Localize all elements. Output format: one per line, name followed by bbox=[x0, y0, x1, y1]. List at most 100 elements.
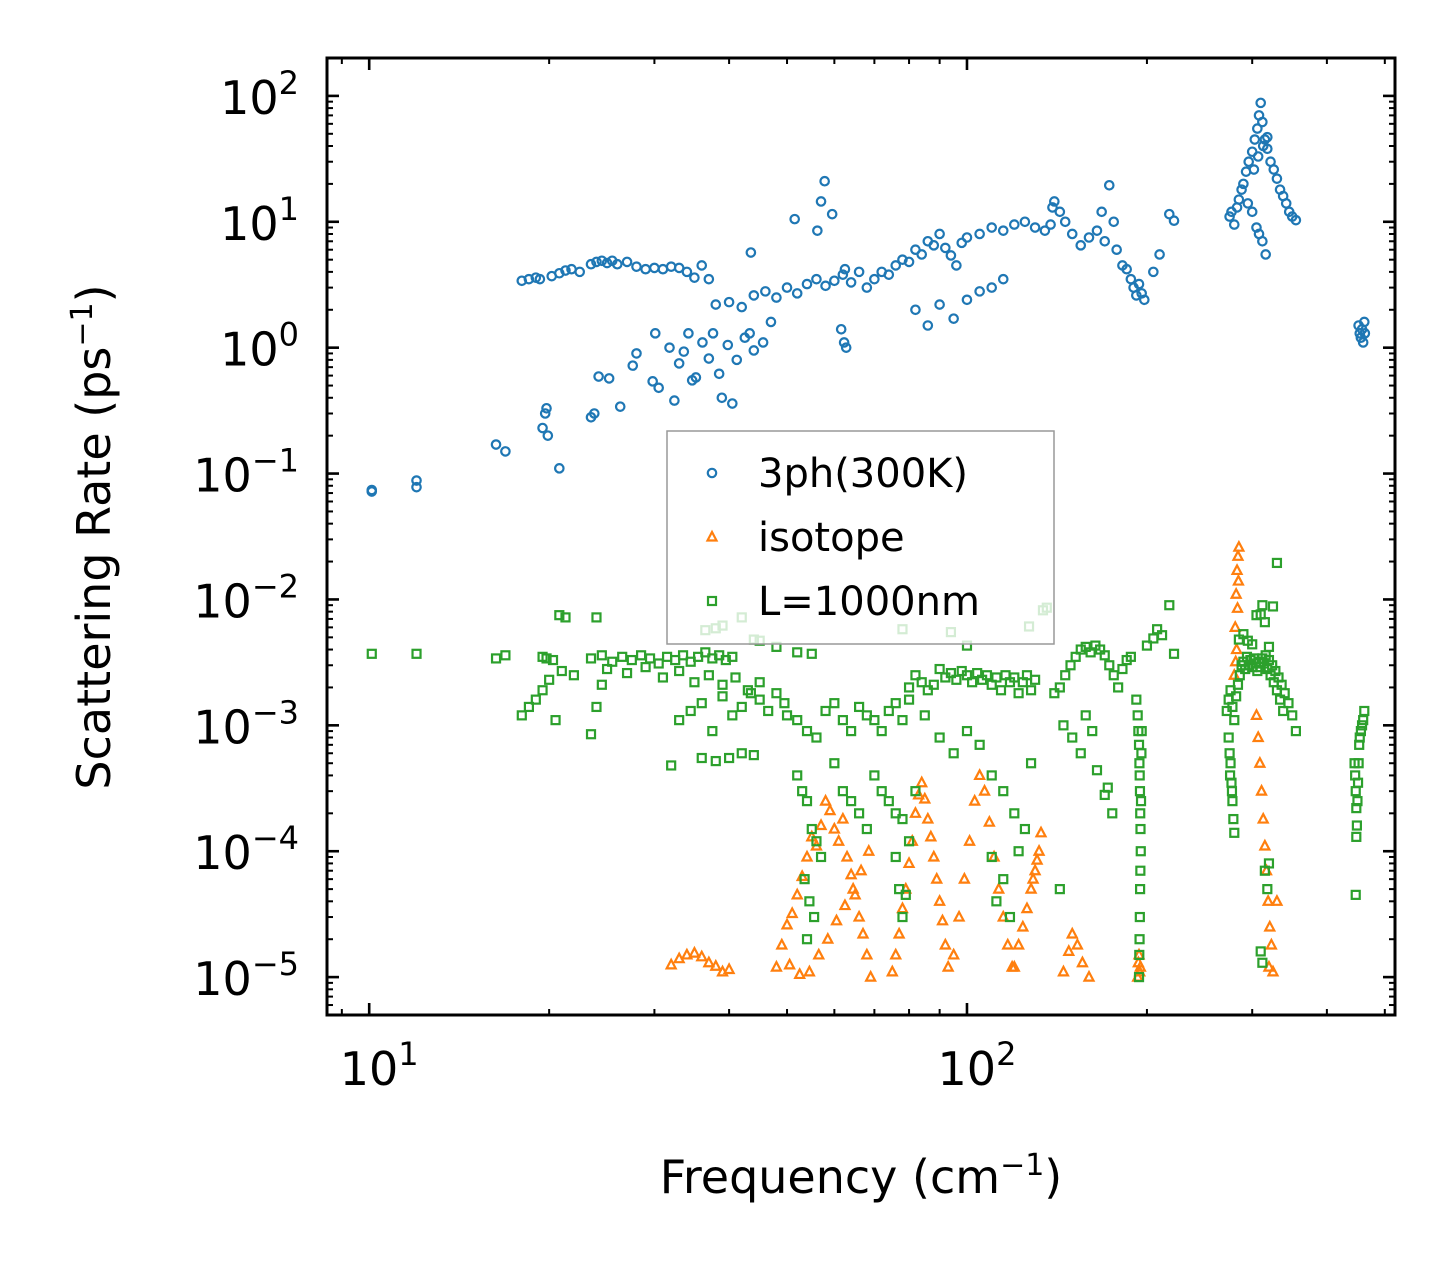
data-point bbox=[1257, 235, 1268, 247]
data-point bbox=[1148, 266, 1159, 278]
data-point bbox=[585, 729, 597, 740]
data-point bbox=[1228, 620, 1242, 632]
data-point bbox=[534, 273, 546, 285]
data-point bbox=[832, 833, 845, 846]
data-point bbox=[973, 768, 986, 781]
data-point bbox=[537, 422, 548, 434]
data-point bbox=[837, 715, 848, 726]
data-point bbox=[820, 280, 831, 292]
data-point bbox=[722, 339, 734, 351]
data-point bbox=[748, 290, 760, 301]
data-point bbox=[1290, 214, 1302, 226]
data-point bbox=[490, 653, 502, 664]
data-point bbox=[717, 679, 728, 690]
data-point bbox=[922, 320, 934, 331]
data-point bbox=[997, 273, 1009, 285]
data-point bbox=[556, 665, 567, 677]
data-point bbox=[1135, 808, 1146, 819]
data-point bbox=[723, 752, 735, 764]
y-tick-label: 10−5 bbox=[193, 945, 299, 1006]
data-point bbox=[1047, 202, 1058, 213]
data-point bbox=[1054, 206, 1066, 218]
data-point bbox=[902, 856, 916, 869]
data-point bbox=[951, 260, 962, 271]
data-point bbox=[1058, 720, 1069, 731]
data-point bbox=[903, 836, 915, 847]
data-point bbox=[730, 672, 741, 683]
data-point bbox=[1247, 639, 1258, 650]
data-point bbox=[1125, 651, 1136, 662]
data-point bbox=[812, 947, 826, 960]
data-point bbox=[1134, 911, 1145, 923]
data-point bbox=[1075, 240, 1087, 251]
data-point bbox=[1232, 539, 1246, 552]
data-point bbox=[856, 926, 870, 939]
data-point bbox=[736, 301, 748, 313]
data-point bbox=[1255, 946, 1266, 957]
data-point bbox=[703, 273, 715, 285]
data-point bbox=[700, 647, 711, 658]
data-point bbox=[1290, 725, 1302, 737]
data-point bbox=[1230, 642, 1243, 655]
data-point bbox=[918, 791, 932, 804]
data-point bbox=[939, 937, 952, 950]
data-point bbox=[1232, 679, 1244, 690]
data-point bbox=[1134, 786, 1146, 797]
data-point bbox=[1029, 674, 1041, 685]
data-point bbox=[848, 887, 862, 900]
data-point bbox=[666, 760, 677, 771]
data-point bbox=[821, 931, 835, 944]
data-point bbox=[1255, 97, 1267, 109]
data-point bbox=[1066, 228, 1078, 240]
data-point bbox=[754, 694, 765, 705]
data-point bbox=[927, 849, 941, 862]
data-point bbox=[1358, 316, 1370, 328]
data-point bbox=[961, 294, 973, 306]
data-point bbox=[673, 262, 685, 274]
data-point bbox=[1266, 964, 1280, 977]
data-point bbox=[1065, 660, 1076, 671]
data-point bbox=[1229, 827, 1240, 838]
data-point bbox=[771, 688, 782, 699]
data-point bbox=[820, 705, 831, 717]
data-point bbox=[1045, 219, 1056, 230]
data-point bbox=[1229, 715, 1240, 726]
data-point bbox=[1013, 846, 1024, 857]
data-point bbox=[801, 725, 813, 737]
data-point bbox=[1263, 919, 1277, 932]
data-point bbox=[1009, 808, 1020, 819]
data-point bbox=[653, 382, 665, 394]
data-point bbox=[915, 775, 929, 788]
data-point bbox=[883, 269, 895, 280]
data-point bbox=[1358, 715, 1369, 726]
data-point bbox=[910, 786, 921, 797]
data-point bbox=[974, 739, 985, 750]
data-point bbox=[770, 959, 783, 972]
data-point bbox=[1134, 934, 1145, 945]
data-point bbox=[1224, 770, 1236, 781]
data-point bbox=[835, 323, 847, 335]
data-point bbox=[1252, 151, 1264, 162]
data-point bbox=[736, 701, 747, 713]
data-point bbox=[869, 770, 880, 781]
data-point bbox=[550, 715, 561, 726]
data-point bbox=[366, 484, 378, 496]
data-point bbox=[995, 685, 1007, 696]
data-point bbox=[754, 677, 765, 688]
data-point bbox=[1263, 641, 1275, 652]
data-point bbox=[1139, 294, 1150, 306]
data-point bbox=[814, 818, 828, 831]
data-point bbox=[1009, 219, 1020, 230]
data-point bbox=[1067, 732, 1078, 743]
data-point bbox=[614, 401, 626, 412]
data-point bbox=[672, 951, 686, 964]
data-point bbox=[1230, 563, 1244, 576]
data-point bbox=[936, 913, 949, 926]
data-point bbox=[801, 278, 813, 290]
data-point bbox=[804, 896, 815, 907]
data-point bbox=[653, 658, 664, 669]
data-point bbox=[1253, 755, 1267, 768]
data-point bbox=[837, 269, 849, 280]
data-point bbox=[775, 937, 789, 950]
data-point bbox=[790, 887, 804, 900]
